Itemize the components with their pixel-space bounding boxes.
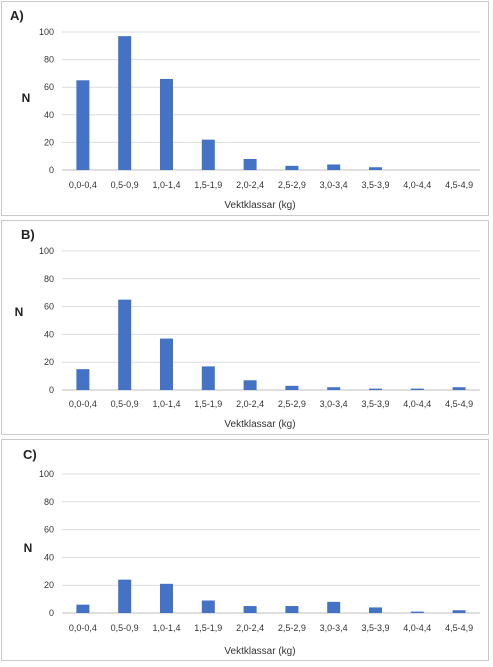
panel-label: A) bbox=[10, 8, 24, 23]
x-tick-label: 0,0-0,4 bbox=[69, 623, 97, 633]
x-tick-label: 1,5-1,9 bbox=[194, 180, 222, 190]
bar bbox=[327, 164, 341, 170]
y-tick-label: 80 bbox=[44, 497, 54, 507]
y-tick-label: 60 bbox=[44, 302, 54, 312]
y-tick-label: 40 bbox=[44, 552, 54, 562]
panel-label: C) bbox=[23, 447, 37, 462]
bar bbox=[243, 606, 257, 613]
x-tick-label: 1,0-1,4 bbox=[152, 180, 180, 190]
x-tick-label: 3,0-3,4 bbox=[320, 399, 348, 409]
x-tick-label: 0,0-0,4 bbox=[69, 180, 97, 190]
bar bbox=[285, 606, 299, 613]
plot-area: 0 20 40 60 80 100 0,0-0,4 0,5-0,9 1,0-1,4 1,5-1,9… bbox=[39, 27, 480, 190]
y-tick-label: 100 bbox=[39, 469, 54, 479]
x-tick-label: 4,5-4,9 bbox=[445, 399, 473, 409]
x-tick-label: 0,5-0,9 bbox=[111, 399, 139, 409]
bar bbox=[160, 583, 173, 613]
y-tick-label: 20 bbox=[44, 580, 54, 590]
bar bbox=[285, 385, 299, 390]
bar bbox=[369, 607, 382, 613]
bar bbox=[201, 366, 215, 390]
y-tick-label: 80 bbox=[44, 55, 54, 65]
x-tick-label: 3,5-3,9 bbox=[361, 399, 389, 409]
x-tick-label: 4,5-4,9 bbox=[445, 623, 473, 633]
bar bbox=[201, 600, 215, 613]
bar bbox=[327, 387, 341, 390]
x-tick-label: 4,0-4,4 bbox=[403, 180, 431, 190]
x-tick-label: 4,5-4,9 bbox=[445, 180, 473, 190]
panel-label: B) bbox=[21, 227, 35, 242]
bar-chart-b: B) N Vektklassar (kg) 0 20 40 60 80 100 0,0-0,… bbox=[15, 227, 480, 430]
y-tick-label: 60 bbox=[44, 525, 54, 535]
bar bbox=[76, 369, 90, 390]
bar bbox=[201, 139, 215, 170]
x-tick-label: 0,5-0,9 bbox=[111, 623, 139, 633]
y-tick-label: 20 bbox=[44, 137, 54, 147]
bar bbox=[76, 604, 90, 613]
y-tick-label: 0 bbox=[49, 165, 54, 175]
bar bbox=[118, 36, 132, 170]
y-tick-label: 0 bbox=[49, 608, 54, 618]
y-tick-label: 0 bbox=[49, 385, 54, 395]
y-tick-label: 100 bbox=[39, 246, 54, 256]
x-tick-label: 4,0-4,4 bbox=[403, 399, 431, 409]
x-tick-label: 2,5-2,9 bbox=[278, 623, 306, 633]
bar-chart-a: A) N Vektklassar (kg) 0 20 40 60 80 100 0,0-0,… bbox=[10, 8, 480, 211]
y-axis-label: N bbox=[15, 305, 24, 319]
plot-area: 0 20 40 60 80 100 0,0-0,4 0,5-0,9 1,0-1,4 1,5-1,9… bbox=[39, 469, 480, 633]
y-tick-label: 40 bbox=[44, 110, 54, 120]
y-tick-label: 100 bbox=[39, 27, 54, 37]
x-tick-label: 0,5-0,9 bbox=[111, 180, 139, 190]
bar-chart-c: C) N Vektklassar (kg) 0 20 40 60 80 100 0,0-0,… bbox=[23, 447, 480, 657]
chart-panel-c: C) N Vektklassar (kg) 0 20 40 60 80 100 0,0-0,… bbox=[1, 439, 489, 661]
plot-area: 0 20 40 60 80 100 0,0-0,4 0,5-0,9 1,0-1,4 1,5-1,9… bbox=[39, 246, 480, 409]
y-tick-label: 40 bbox=[44, 329, 54, 339]
bar bbox=[243, 158, 257, 170]
x-tick-label: 0,0-0,4 bbox=[69, 399, 97, 409]
y-tick-label: 20 bbox=[44, 357, 54, 367]
x-tick-label: 2,0-2,4 bbox=[236, 180, 264, 190]
y-tick-label: 80 bbox=[44, 274, 54, 284]
bar bbox=[285, 165, 299, 170]
x-tick-label: 3,5-3,9 bbox=[361, 180, 389, 190]
bar bbox=[118, 579, 132, 613]
x-tick-label: 2,5-2,9 bbox=[278, 399, 306, 409]
x-tick-label: 3,0-3,4 bbox=[320, 623, 348, 633]
bar bbox=[118, 299, 132, 390]
bar bbox=[243, 380, 257, 390]
chart-panel-a: A) N Vektklassar (kg) 0 20 40 60 80 100 0,0-0,… bbox=[1, 1, 489, 216]
x-tick-label: 2,5-2,9 bbox=[278, 180, 306, 190]
x-tick-label: 2,0-2,4 bbox=[236, 623, 264, 633]
y-axis-label: N bbox=[24, 541, 33, 555]
chart-panel-b: B) N Vektklassar (kg) 0 20 40 60 80 100 0,0-0,… bbox=[1, 220, 489, 435]
x-axis-label: Vektklassar (kg) bbox=[224, 646, 295, 657]
bar bbox=[452, 610, 466, 613]
bar bbox=[410, 388, 424, 390]
x-tick-label: 3,0-3,4 bbox=[320, 180, 348, 190]
bar bbox=[327, 601, 341, 613]
bar bbox=[160, 78, 173, 170]
x-tick-label: 3,5-3,9 bbox=[361, 623, 389, 633]
x-tick-label: 2,0-2,4 bbox=[236, 399, 264, 409]
y-axis-label: N bbox=[22, 91, 31, 105]
bar bbox=[410, 611, 424, 613]
bar bbox=[369, 388, 382, 390]
y-tick-label: 60 bbox=[44, 82, 54, 92]
x-tick-label: 1,5-1,9 bbox=[194, 399, 222, 409]
x-tick-label: 1,0-1,4 bbox=[152, 623, 180, 633]
bar bbox=[452, 387, 466, 390]
bar bbox=[76, 80, 90, 170]
bar bbox=[369, 167, 382, 170]
x-axis-label: Vektklassar (kg) bbox=[224, 200, 295, 211]
x-tick-label: 4,0-4,4 bbox=[403, 623, 431, 633]
x-axis-label: Vektklassar (kg) bbox=[224, 419, 295, 430]
x-tick-label: 1,5-1,9 bbox=[194, 623, 222, 633]
bar bbox=[160, 338, 173, 390]
x-tick-label: 1,0-1,4 bbox=[152, 399, 180, 409]
